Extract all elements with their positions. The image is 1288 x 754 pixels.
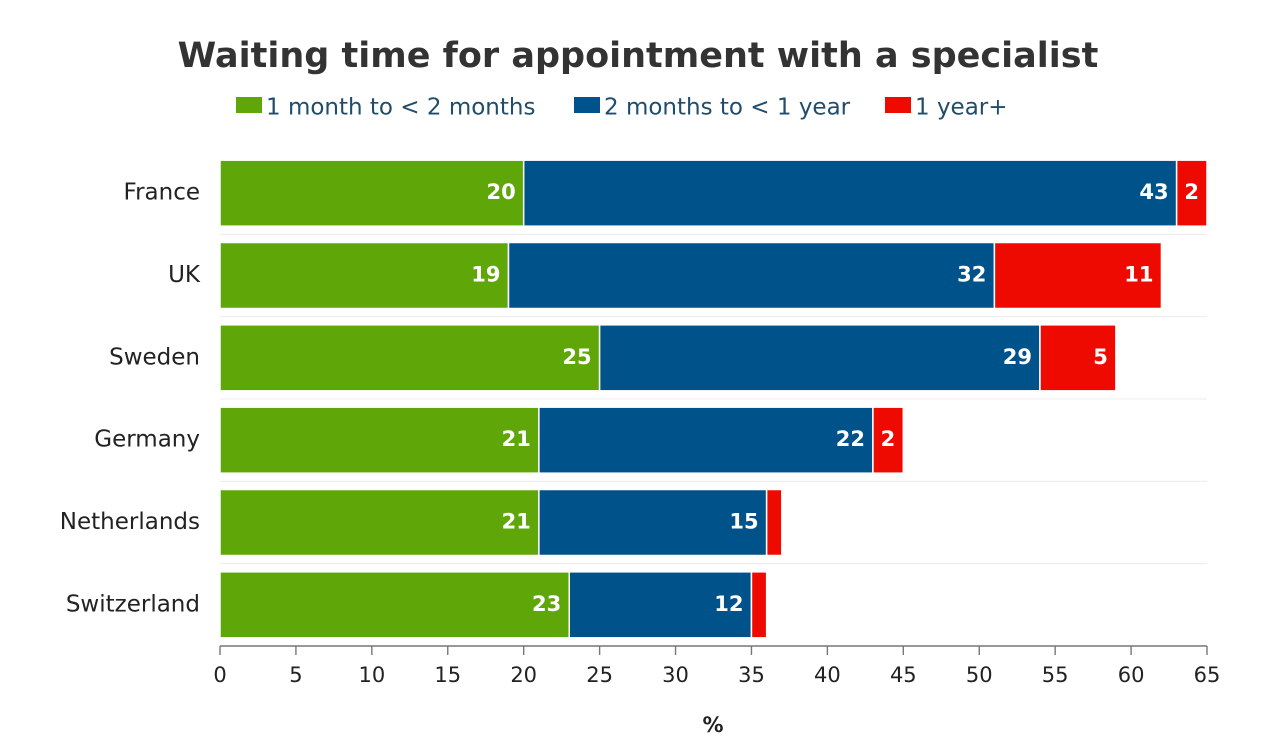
- category-label-netherlands: Netherlands: [60, 509, 200, 535]
- category-labels: France UK Sweden Germany Netherlands Switzerl…: [60, 180, 201, 618]
- x-tick-label: 20: [510, 663, 537, 687]
- category-label-switzerland: Switzerland: [66, 591, 200, 617]
- bar-uk-2-months-to-1-year[interactable]: [507, 241, 996, 310]
- data-label-uk-2-months-to-1-year: 32: [957, 263, 986, 287]
- legend-item-1-month-to-2-months[interactable]: 1 month to < 2 months: [236, 95, 535, 121]
- x-tick-label: 0: [213, 663, 226, 687]
- bar-switzerland-2-months-to-1-year[interactable]: [568, 571, 753, 639]
- x-tick-label: 50: [966, 663, 993, 687]
- x-tick-label: 60: [1118, 663, 1145, 687]
- x-tick-label: 5: [289, 663, 302, 687]
- x-tick-label: 15: [434, 663, 461, 687]
- bar-germany-1-year[interactable]: [872, 406, 905, 474]
- data-label-germany-1-year: 2: [881, 427, 896, 451]
- bar-germany-2-months-to-1-year[interactable]: [538, 406, 874, 474]
- x-tick-label: 10: [358, 663, 385, 687]
- data-label-germany-1-month-to-2-months: 21: [502, 427, 531, 451]
- bar-netherlands-1-month-to-2-months[interactable]: [219, 488, 540, 557]
- data-label-france-1-month-to-2-months: 20: [486, 180, 515, 204]
- x-tick-label: 45: [890, 663, 917, 687]
- data-label-sweden-2-months-to-1-year: 29: [1003, 345, 1032, 369]
- bar-sweden-2-months-to-1-year[interactable]: [598, 324, 1041, 392]
- legend-label: 1 year+: [915, 95, 1008, 121]
- x-tick-label: 25: [586, 663, 613, 687]
- bar-france-1-month-to-2-months[interactable]: [219, 159, 525, 227]
- data-label-uk-1-year: 11: [1124, 263, 1153, 287]
- data-label-uk-1-month-to-2-months: 19: [471, 263, 500, 287]
- data-label-sweden-1-year: 5: [1093, 345, 1108, 369]
- category-label-sweden: Sweden: [109, 344, 200, 370]
- x-tick-label: 30: [662, 663, 689, 687]
- x-axis: 0 5 10 15 20 25 30 35 40 45 50 55 60 65: [213, 645, 1221, 687]
- legend-item-1-year[interactable]: 1 year+: [885, 95, 1008, 121]
- legend-item-2-months-to-1-year[interactable]: 2 months to < 1 year: [574, 95, 851, 121]
- legend: 1 month to < 2 months 2 months to < 1 yea…: [236, 95, 1008, 121]
- x-axis-title: %: [702, 713, 723, 737]
- category-label-uk: UK: [168, 262, 201, 288]
- bar-switzerland-1-year[interactable]: [750, 571, 768, 639]
- bar-sweden-1-month-to-2-months[interactable]: [219, 324, 601, 392]
- data-label-france-2-months-to-1-year: 43: [1139, 180, 1168, 204]
- bar-sweden-1-year[interactable]: [1039, 324, 1117, 392]
- category-label-germany: Germany: [94, 427, 200, 453]
- bar-uk-1-month-to-2-months[interactable]: [219, 241, 510, 310]
- legend-label: 2 months to < 1 year: [604, 95, 851, 121]
- x-tick-label: 35: [738, 663, 765, 687]
- bar-france-1-year[interactable]: [1175, 159, 1208, 227]
- legend-swatch: [574, 97, 600, 113]
- data-label-germany-2-months-to-1-year: 22: [836, 427, 865, 451]
- data-label-netherlands-1-month-to-2-months: 21: [502, 510, 531, 534]
- legend-label: 1 month to < 2 months: [266, 95, 535, 121]
- data-label-netherlands-2-months-to-1-year: 15: [729, 510, 758, 534]
- x-tick-label: 65: [1194, 663, 1221, 687]
- category-label-france: France: [124, 180, 200, 206]
- bar-france-2-months-to-1-year[interactable]: [522, 159, 1178, 227]
- data-label-france-1-year: 2: [1184, 180, 1199, 204]
- x-tick-label: 55: [1042, 663, 1069, 687]
- bars: [219, 159, 1208, 639]
- bar-netherlands-1-year[interactable]: [765, 488, 783, 557]
- data-label-switzerland-2-months-to-1-year: 12: [714, 592, 743, 616]
- legend-swatch: [236, 97, 262, 113]
- data-label-sweden-1-month-to-2-months: 25: [562, 345, 591, 369]
- bar-germany-1-month-to-2-months[interactable]: [219, 406, 540, 474]
- grid-lines: [220, 233, 1207, 565]
- chart-title: Waiting time for appointment with a spec…: [178, 36, 1099, 76]
- bar-uk-1-year[interactable]: [993, 241, 1163, 310]
- x-tick-label: 40: [814, 663, 841, 687]
- bar-switzerland-1-month-to-2-months[interactable]: [219, 571, 570, 639]
- data-label-switzerland-1-month-to-2-months: 23: [532, 592, 561, 616]
- legend-swatch: [885, 97, 911, 113]
